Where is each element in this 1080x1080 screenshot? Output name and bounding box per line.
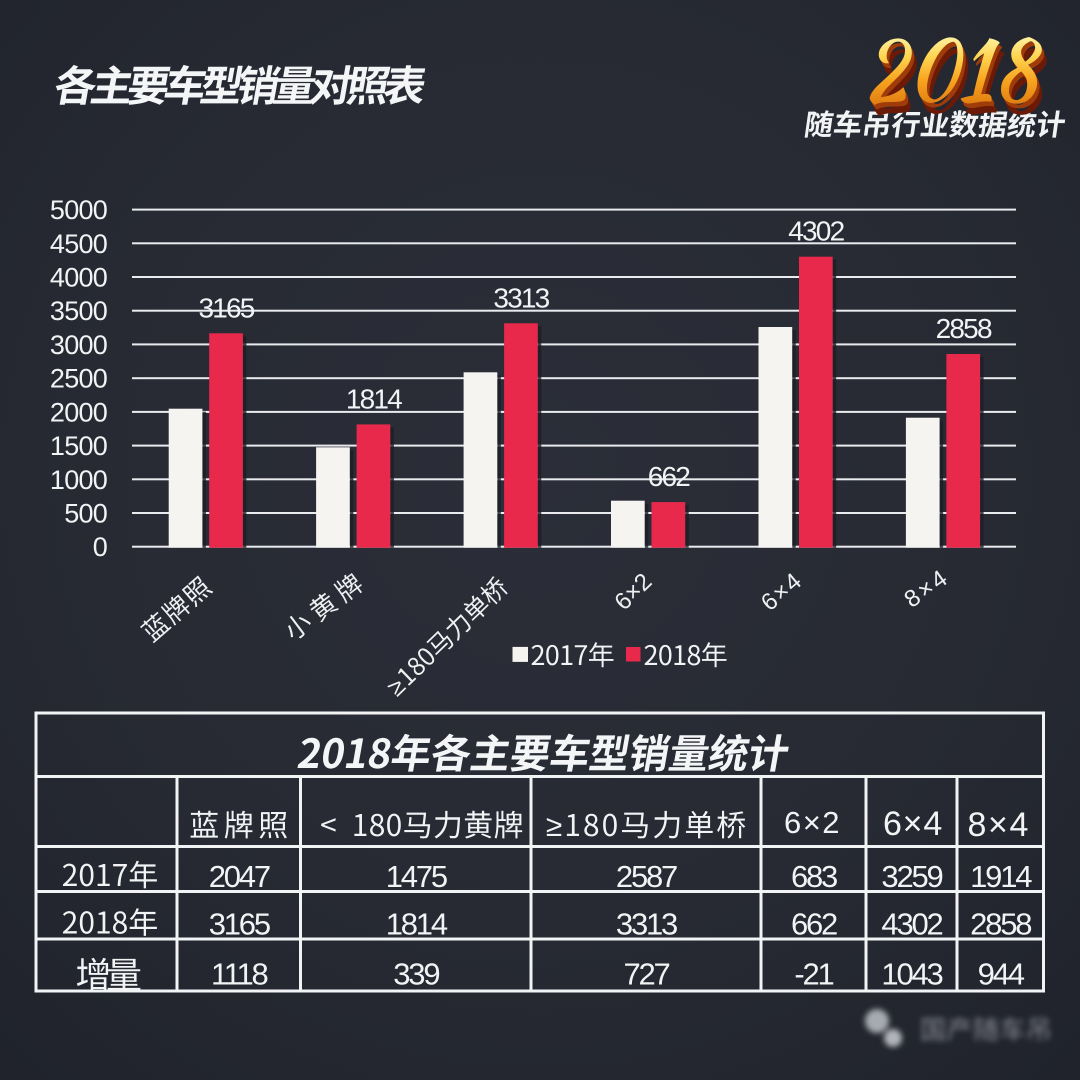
svg-text:2047: 2047	[209, 859, 270, 894]
svg-text:662: 662	[648, 461, 691, 492]
svg-text:3313: 3313	[616, 907, 677, 942]
svg-text:4500: 4500	[50, 229, 107, 259]
svg-text:683: 683	[791, 859, 837, 894]
svg-text:1475: 1475	[386, 859, 447, 894]
svg-text:3500: 3500	[50, 296, 107, 326]
svg-text:3259: 3259	[881, 859, 942, 894]
svg-text:1914: 1914	[970, 859, 1032, 894]
svg-text:5000: 5000	[50, 195, 107, 225]
svg-text:8×4: 8×4	[968, 806, 1030, 844]
svg-text:6×2: 6×2	[784, 805, 841, 840]
svg-text:2000: 2000	[50, 397, 107, 427]
svg-text:662: 662	[791, 907, 837, 942]
svg-text:4302: 4302	[788, 216, 844, 247]
svg-text:-21: -21	[794, 957, 833, 992]
svg-text:1000: 1000	[50, 465, 107, 495]
svg-text:4302: 4302	[881, 907, 942, 942]
svg-text:1118: 1118	[211, 957, 268, 992]
svg-text:1500: 1500	[50, 431, 107, 461]
svg-text:2500: 2500	[50, 364, 107, 394]
svg-text:0: 0	[93, 532, 107, 562]
svg-text:1043: 1043	[881, 957, 942, 992]
svg-text:3313: 3313	[493, 282, 549, 313]
svg-text:4000: 4000	[50, 263, 107, 293]
svg-text:727: 727	[623, 957, 669, 992]
svg-text:3000: 3000	[50, 330, 107, 360]
svg-text:1814: 1814	[386, 907, 448, 942]
svg-text:1814: 1814	[346, 383, 402, 414]
svg-text:339: 339	[393, 957, 439, 992]
svg-text:2858: 2858	[970, 907, 1031, 942]
svg-text:6×4: 6×4	[883, 805, 943, 843]
svg-text:500: 500	[64, 499, 107, 529]
svg-text:944: 944	[978, 957, 1025, 992]
svg-text:3165: 3165	[198, 292, 254, 323]
svg-text:2858: 2858	[936, 313, 992, 344]
svg-text:3165: 3165	[209, 907, 270, 942]
svg-text:2587: 2587	[616, 859, 677, 894]
